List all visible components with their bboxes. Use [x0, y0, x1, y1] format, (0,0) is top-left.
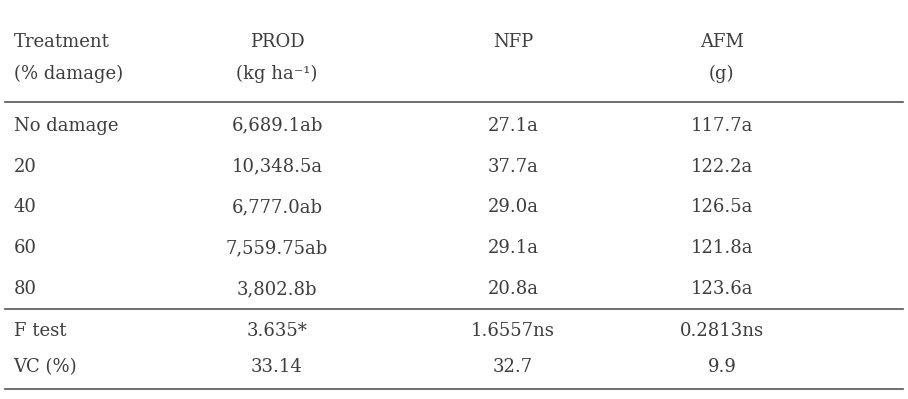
- Text: 80: 80: [14, 280, 36, 298]
- Text: 0.2813ns: 0.2813ns: [680, 322, 764, 340]
- Text: 122.2a: 122.2a: [691, 158, 753, 176]
- Text: 60: 60: [14, 239, 36, 257]
- Text: 37.7a: 37.7a: [488, 158, 538, 176]
- Text: (kg ha⁻¹): (kg ha⁻¹): [236, 65, 318, 83]
- Text: 6,689.1ab: 6,689.1ab: [232, 117, 322, 135]
- Text: 126.5a: 126.5a: [691, 198, 753, 217]
- Text: PROD: PROD: [250, 33, 304, 51]
- Text: 29.1a: 29.1a: [488, 239, 538, 257]
- Text: 27.1a: 27.1a: [488, 117, 538, 135]
- Text: 6,777.0ab: 6,777.0ab: [232, 198, 322, 217]
- Text: 10,348.5a: 10,348.5a: [232, 158, 322, 176]
- Text: 32.7: 32.7: [493, 358, 533, 376]
- Text: No damage: No damage: [14, 117, 118, 135]
- Text: 3.635*: 3.635*: [246, 322, 308, 340]
- Text: 3,802.8b: 3,802.8b: [237, 280, 317, 298]
- Text: 121.8a: 121.8a: [691, 239, 753, 257]
- Text: AFM: AFM: [700, 33, 744, 51]
- Text: 117.7a: 117.7a: [691, 117, 753, 135]
- Text: Treatment: Treatment: [14, 33, 110, 51]
- Text: (% damage): (% damage): [14, 65, 123, 83]
- Text: 1.6557ns: 1.6557ns: [471, 322, 555, 340]
- Text: 123.6a: 123.6a: [691, 280, 753, 298]
- Text: 20: 20: [14, 158, 36, 176]
- Text: (g): (g): [709, 65, 735, 83]
- Text: 7,559.75ab: 7,559.75ab: [226, 239, 328, 257]
- Text: F test: F test: [14, 322, 66, 340]
- Text: NFP: NFP: [493, 33, 533, 51]
- Text: 33.14: 33.14: [252, 358, 302, 376]
- Text: 40: 40: [14, 198, 36, 217]
- Text: VC (%): VC (%): [14, 358, 77, 376]
- Text: 20.8a: 20.8a: [488, 280, 538, 298]
- Text: 9.9: 9.9: [707, 358, 736, 376]
- Text: 29.0a: 29.0a: [488, 198, 538, 217]
